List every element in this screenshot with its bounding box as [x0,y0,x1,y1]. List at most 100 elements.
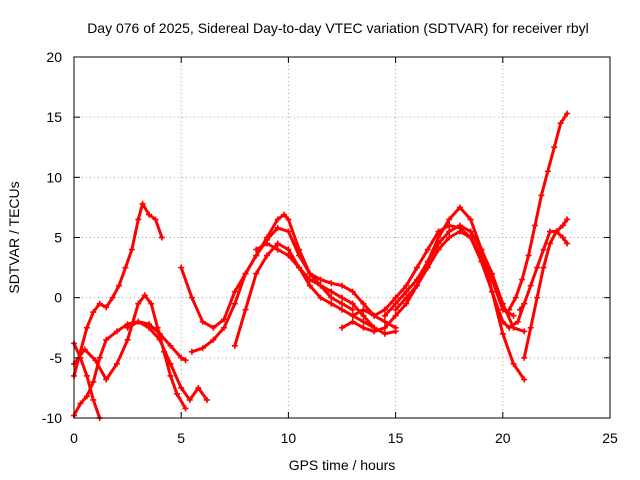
data-point [103,336,110,343]
data-point [116,282,123,289]
data-point [557,120,564,127]
data-point [339,324,345,331]
data-point [285,246,292,253]
data-point [77,400,84,407]
data-point [403,294,410,301]
data-point [253,246,260,253]
data-point [135,318,142,325]
data-point [199,318,206,325]
data-point [317,282,324,289]
data-point [499,330,506,337]
grid [74,57,610,418]
data-point [182,357,189,364]
data-point [285,228,292,235]
data-point [154,324,161,331]
data-point [81,346,88,353]
data-point [403,300,410,307]
series-line [522,217,569,360]
data-point [231,300,238,307]
series-line [190,226,398,354]
data-point [195,384,202,391]
data-point [424,246,431,253]
data-point [152,216,159,223]
x-tick-label: 10 [281,430,297,446]
data-point [538,192,545,199]
data-point [349,300,356,307]
data-point [274,240,281,247]
series-line [254,242,355,312]
data-point [564,240,571,247]
data-point [381,324,388,331]
data-point [381,312,388,319]
data-point [285,216,292,223]
data-point [414,282,421,289]
data-point [360,300,367,307]
series-layer [71,110,571,421]
data-point [446,234,453,241]
y-tick-label: -5 [50,350,63,366]
data-point [360,312,367,319]
data-point [349,288,356,295]
data-point [328,294,335,301]
data-point [435,246,442,253]
data-point [544,168,551,175]
data-point [510,324,517,331]
data-point [306,276,313,283]
data-point [210,324,217,331]
series-line [507,112,569,312]
data-point [296,252,303,259]
data-point [559,234,566,241]
data-point [360,306,367,313]
data-point [188,348,195,355]
data-point [167,360,174,367]
data-point [546,240,553,247]
data-point [306,282,313,289]
data-point [90,396,97,403]
x-tick-label: 15 [388,430,404,446]
data-point [540,264,547,271]
data-point [128,246,135,253]
data-point [141,292,148,299]
data-point [349,306,356,313]
data-point [546,228,553,235]
data-point [527,324,534,331]
data-point [263,252,270,259]
series-s7 [188,224,399,355]
data-point [559,222,566,229]
data-point [516,306,523,313]
data-point [296,264,303,271]
data-point [135,300,142,307]
series-s5 [124,318,189,364]
data-point [381,318,388,325]
data-point [349,312,356,319]
y-axis-label: SDTVAR / TECUs [6,181,22,293]
data-point [467,234,474,241]
data-point [435,228,442,235]
data-point [519,276,526,283]
data-point [371,328,378,335]
y-tick-label: 20 [46,49,62,65]
data-point [173,390,180,397]
data-point [178,264,185,271]
data-point [521,354,528,361]
series-line [179,213,398,336]
data-point [156,336,163,343]
data-point [83,324,90,331]
data-point [392,324,399,331]
data-point [531,222,538,229]
data-point [328,288,335,295]
y-tick-label: 0 [54,290,62,306]
data-point [178,384,185,391]
x-tick-label: 25 [602,430,618,446]
data-point [96,300,103,307]
data-point [122,264,129,271]
data-point [90,309,97,316]
data-point [253,252,260,259]
data-point [381,330,388,337]
data-point [339,306,345,313]
data-point [83,393,90,400]
data-point [456,228,463,235]
data-point [392,306,399,313]
x-tick-label: 5 [177,430,185,446]
series-s13 [392,228,517,319]
